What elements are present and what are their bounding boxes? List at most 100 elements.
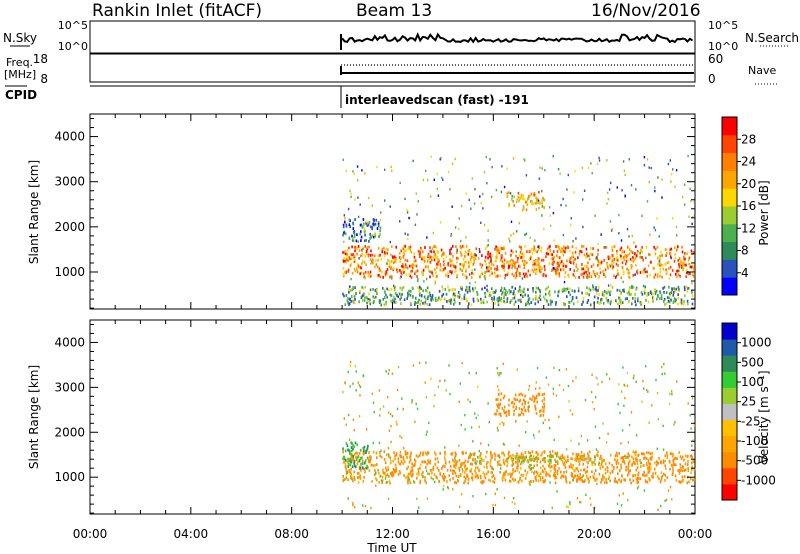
colorbar-tick-label: -25 [741, 414, 761, 428]
scatter-cell [555, 452, 558, 456]
scatter-cell [532, 455, 535, 458]
scatter-cell [401, 436, 403, 439]
scatter-cell [467, 287, 469, 291]
scatter-cell [642, 473, 645, 477]
scatter-cell [429, 260, 432, 264]
scatter-cell [344, 250, 346, 253]
scatter-cell [512, 292, 515, 296]
scatter-cell [445, 255, 448, 258]
scatter-cell [437, 260, 439, 264]
scatter-cell [412, 295, 414, 299]
scatter-cell [673, 259, 676, 263]
scatter-cell [627, 499, 629, 502]
scatter-cell [569, 268, 571, 271]
scatter-cell [483, 171, 486, 174]
scatter-cell [369, 458, 372, 461]
scatter-cell [403, 248, 406, 252]
scatter-cell [467, 481, 469, 485]
scatter-cell [562, 264, 565, 268]
scatter-cell [486, 182, 488, 185]
scatter-cell [642, 258, 645, 262]
scatter-cell [353, 235, 356, 239]
scatter-cell [435, 475, 437, 479]
scatter-cell [473, 272, 475, 276]
scatter-cell [455, 462, 458, 465]
scatter-cell [665, 302, 668, 305]
scatter-cell [604, 468, 607, 472]
scatter-cell [610, 300, 612, 303]
scatter-cell [444, 446, 446, 449]
scatter-cell [449, 264, 452, 268]
scatter-cell [474, 268, 476, 271]
scatter-cell [678, 480, 680, 483]
scatter-cell [618, 296, 620, 300]
scatter-cell [517, 298, 520, 302]
scatter-cell [397, 473, 400, 476]
scatter-cell [517, 457, 519, 460]
scatter-cell [519, 398, 522, 402]
scatter-cell [542, 479, 544, 483]
scatter-cell [439, 472, 441, 475]
scatter-cell [434, 394, 436, 397]
scatter-cell [516, 198, 518, 201]
scatter-cell [431, 258, 433, 262]
scatter-cell [659, 480, 662, 483]
scatter-cell [541, 205, 544, 208]
scatter-cell [363, 222, 365, 226]
scatter-cell [616, 186, 618, 189]
scatter-cell [583, 458, 586, 462]
scatter-cell [615, 460, 618, 464]
scatter-cell [560, 470, 562, 474]
scatter-cell [539, 294, 541, 298]
y-tick-label: 3000 [54, 380, 85, 394]
scatter-cell [536, 269, 538, 273]
scatter-cell [396, 388, 399, 392]
scatter-cell [489, 458, 492, 462]
scatter-cell [499, 298, 501, 302]
scatter-cell [450, 452, 452, 456]
scatter-cell [620, 254, 622, 258]
scatter-cell [345, 459, 347, 462]
scatter-cell [460, 493, 463, 496]
colorbar-tick-label: 12 [741, 221, 756, 235]
scatter-cell [519, 413, 521, 417]
scatter-cell [355, 455, 357, 459]
scatter-cell [514, 293, 516, 297]
scatter-cell [394, 292, 397, 295]
scatter-cell [618, 232, 620, 235]
scatter-cell [586, 254, 589, 258]
scatter-cell [672, 471, 674, 474]
scatter-cell [579, 249, 581, 253]
scatter-cell [549, 474, 551, 478]
scatter-cell [517, 480, 520, 484]
scatter-cell [342, 273, 345, 276]
scatter-cell [421, 272, 424, 275]
scatter-cell [418, 361, 421, 365]
scatter-cell [688, 215, 690, 218]
scatter-cell [632, 256, 634, 259]
scatter-cell [430, 250, 432, 253]
scatter-cell [442, 488, 444, 491]
scatter-cell [622, 267, 624, 271]
y-tick-label: 3000 [54, 175, 85, 189]
scatter-cell [665, 467, 667, 470]
scatter-cell [582, 462, 584, 466]
scatter-cell [426, 296, 429, 300]
scatter-cell [375, 263, 378, 266]
scatter-cell [391, 277, 393, 280]
scatter-cell [606, 470, 609, 473]
scatter-cell [562, 253, 565, 257]
scatter-cell [429, 469, 432, 472]
scatter-cell [597, 450, 599, 454]
scatter-cell [514, 456, 517, 460]
scatter-cell [370, 235, 372, 239]
scatter-cell [669, 252, 672, 256]
scatter-cell [594, 425, 597, 428]
scatter-cell [640, 291, 643, 294]
scatter-cell [376, 292, 378, 295]
scatter-cell [515, 250, 517, 253]
scatter-cell [415, 264, 418, 268]
scatter-cell [572, 302, 575, 306]
scatter-cell [556, 250, 559, 253]
scatter-cell [504, 472, 506, 476]
